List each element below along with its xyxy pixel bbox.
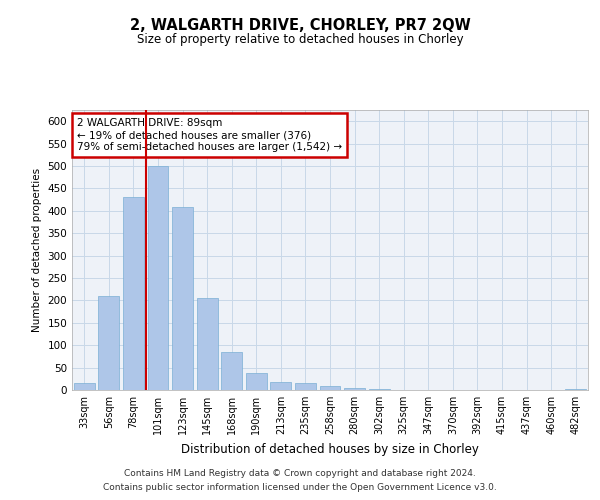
Bar [74, 384, 95, 390]
Bar [172, 207, 193, 390]
Text: 2, WALGARTH DRIVE, CHORLEY, PR7 2QW: 2, WALGARTH DRIVE, CHORLEY, PR7 2QW [130, 18, 470, 32]
Bar [148, 166, 169, 390]
Y-axis label: Number of detached properties: Number of detached properties [32, 168, 42, 332]
Bar [271, 382, 292, 390]
Text: Size of property relative to detached houses in Chorley: Size of property relative to detached ho… [137, 32, 463, 46]
Bar [565, 388, 586, 390]
Bar [295, 384, 316, 390]
Bar [123, 198, 144, 390]
Bar [344, 388, 365, 390]
Text: Contains public sector information licensed under the Open Government Licence v3: Contains public sector information licen… [103, 484, 497, 492]
Text: 2 WALGARTH DRIVE: 89sqm
← 19% of detached houses are smaller (376)
79% of semi-d: 2 WALGARTH DRIVE: 89sqm ← 19% of detache… [77, 118, 342, 152]
Bar [197, 298, 218, 390]
Bar [246, 374, 267, 390]
Bar [320, 386, 340, 390]
Text: Contains HM Land Registry data © Crown copyright and database right 2024.: Contains HM Land Registry data © Crown c… [124, 468, 476, 477]
Bar [98, 296, 119, 390]
Bar [221, 352, 242, 390]
X-axis label: Distribution of detached houses by size in Chorley: Distribution of detached houses by size … [181, 442, 479, 456]
Bar [368, 389, 389, 390]
